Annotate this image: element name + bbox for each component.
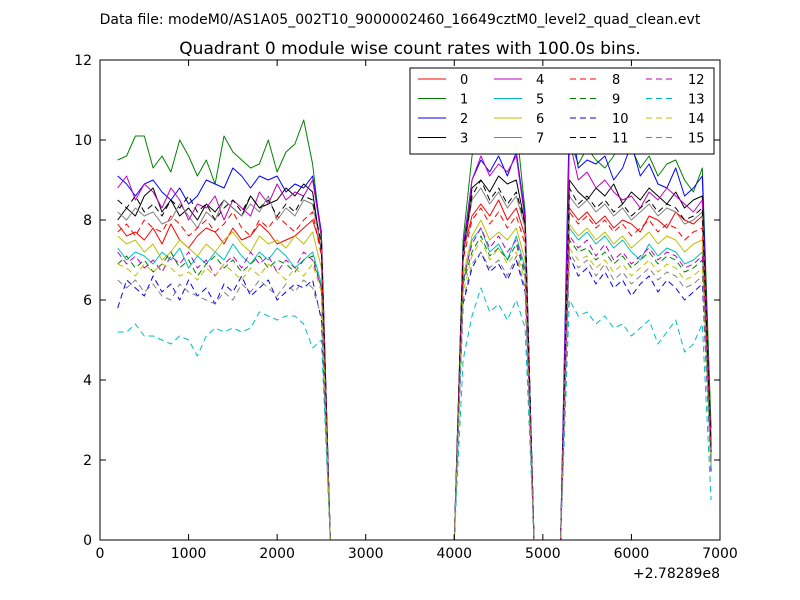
legend-label: 2 [460,112,468,127]
x-tick-label: 2000 [259,546,295,562]
legend-label: 9 [612,93,620,108]
y-tick-label: 12 [74,53,92,69]
x-tick-label: 1000 [171,546,207,562]
legend-label: 1 [460,93,468,108]
series-line-5 [117,227,712,540]
x-tick-label: 6000 [614,546,650,562]
x-axis: 0 1000 2000 3000 4000 5000 6000 7000 [96,60,738,562]
legend-label: 4 [536,73,544,88]
series-line-9 [117,235,712,540]
series-line-1 [117,119,712,540]
series-line-13 [117,287,712,540]
legend-label: 11 [612,132,629,147]
legend-label: 14 [688,112,705,127]
series-line-0 [117,199,712,540]
series-line-12 [117,227,712,540]
legend-label: 7 [536,132,544,147]
legend-label: 15 [688,132,705,147]
series-line-7 [117,187,712,540]
legend-box [409,67,715,155]
legend-label: 0 [460,73,468,88]
legend-label: 6 [536,112,544,127]
series-line-11 [117,179,712,540]
y-tick-label: 8 [83,213,92,229]
chart-title: Quadrant 0 module wise count rates with … [179,39,640,59]
y-tick-label: 0 [83,533,92,549]
series-line-10 [117,251,712,540]
series-line-3 [117,175,712,540]
x-tick-label: 0 [96,546,105,562]
legend-label: 12 [688,73,705,88]
y-tick-label: 4 [83,373,92,389]
x-tick-label: 3000 [348,546,384,562]
series-line-4 [117,139,712,540]
chart-suptitle: Data file: modeM0/AS1A05_002T10_90000024… [100,12,701,28]
legend-label: 3 [460,132,468,147]
series-line-6 [117,219,712,540]
series-line-2 [117,111,712,540]
legend-label: 13 [688,93,705,108]
legend-label: 10 [612,112,629,127]
series-line-15 [117,251,712,540]
series-layer [117,111,712,540]
y-tick-label: 2 [83,453,92,469]
y-tick-label: 6 [83,293,92,309]
legend-label: 8 [612,73,620,88]
x-tick-label: 7000 [702,546,738,562]
x-tick-label: 5000 [525,546,561,562]
legend-label: 5 [536,93,544,108]
series-line-8 [117,207,712,540]
y-tick-label: 10 [74,133,92,149]
x-tick-label: 4000 [436,546,472,562]
series-line-14 [117,239,712,540]
x-offset-label: +2.78289e8 [633,566,720,582]
